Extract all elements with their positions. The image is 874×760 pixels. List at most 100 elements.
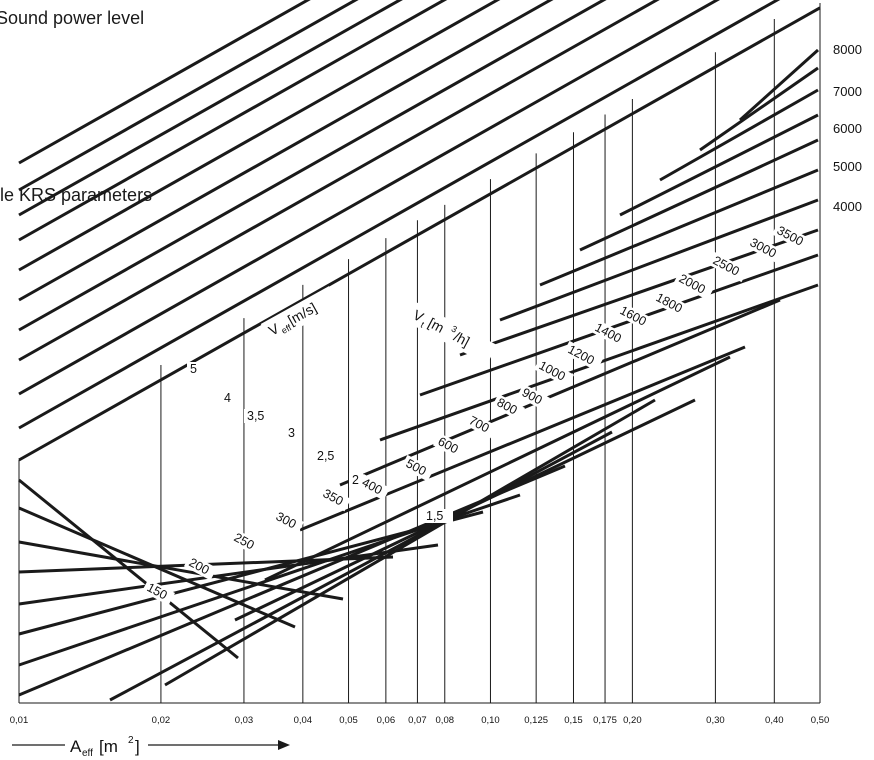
veff-label-bg-1-5 — [423, 509, 453, 523]
right-scale-label-4000: 4000 — [833, 199, 862, 214]
vt-line-11 — [234, 398, 696, 622]
veff-label-3-5: 3,5 — [247, 409, 264, 423]
vt-label-bg-800 — [491, 393, 526, 421]
veff-line-11 — [18, 0, 311, 165]
vt-title-exp: 3 — [450, 324, 459, 335]
veff-line-3 — [18, 0, 721, 396]
x-axis-title-exp: 2 — [128, 735, 134, 746]
vt-label-bg-1800 — [650, 288, 692, 320]
veff-label-bg-2-5 — [314, 449, 344, 463]
vt-label-1200: 1200 — [566, 342, 597, 367]
x-tick-label-0-30: 0,30 — [706, 715, 725, 726]
x-tick-label-0-04: 0,04 — [294, 715, 313, 726]
veff-line-5 — [18, 0, 607, 332]
veff-label-bg-3 — [285, 426, 299, 440]
vt-title-bg — [405, 301, 498, 365]
veff-line-1 — [18, 6, 821, 462]
vt-title-close: /h] — [451, 328, 472, 349]
veff-label-2-5: 2,5 — [317, 449, 334, 463]
vt-line-21 — [619, 113, 819, 217]
vertical-grid-lines — [18, 3, 821, 704]
vt-line-24 — [738, 48, 820, 122]
vt-family-title: Vt [m 3/h] — [405, 301, 498, 365]
right-scale-label-5000: 5000 — [833, 159, 862, 174]
right-scale-label-6000: 6000 — [833, 121, 862, 136]
vt-line-12 — [264, 355, 731, 582]
x-axis-title-sub: eff — [82, 748, 93, 759]
x-tick-label-0-20: 0,20 — [623, 715, 642, 726]
veff-line-4 — [18, 0, 660, 362]
x-tick-label-0-03: 0,03 — [235, 715, 254, 726]
right-scale-label-8000: 8000 — [833, 42, 862, 57]
veff-line-2 — [18, 0, 781, 430]
vt-label-bg-200 — [183, 553, 218, 581]
vt-line-18 — [499, 198, 819, 322]
vt-line-10 — [164, 398, 656, 687]
x-tick-label-0-40: 0,40 — [765, 715, 784, 726]
chart-subtitle: ille KRS parameters — [0, 185, 153, 205]
vt-label-bg-300 — [270, 507, 305, 535]
vt-label-2000: 2000 — [677, 271, 708, 296]
vt-label-bg-2500 — [707, 251, 749, 283]
vt-line-23 — [699, 66, 819, 152]
vt-label-bg-1600 — [614, 301, 656, 333]
x-tick-label-0-50: 0,50 — [811, 715, 830, 726]
x-tick-label-0-15: 0,15 — [564, 715, 583, 726]
veff-label-5: 5 — [190, 362, 197, 376]
x-axis-title: A eff [m 2 ] — [12, 735, 290, 759]
x-tick-label-0-125: 0,125 — [524, 715, 548, 726]
veff-line-9 — [18, 0, 403, 217]
vt-label-bg-2000 — [673, 269, 715, 301]
x-axis-title-unit: [m — [99, 737, 118, 756]
vt-label-bg-3000 — [744, 233, 786, 265]
vt-line-20 — [579, 138, 819, 252]
veff-title-bg — [260, 286, 340, 344]
x-tick-label-0-02: 0,02 — [152, 715, 171, 726]
vt-label-bg-1200 — [562, 340, 604, 372]
vt-label-bg-700 — [463, 411, 498, 439]
vt-line-14 — [339, 298, 781, 487]
vt-label-bg-1000 — [533, 356, 575, 388]
veff-line-7 — [18, 0, 501, 272]
vt-title-unit: [m — [426, 315, 447, 336]
x-axis-title-main: A — [70, 737, 82, 756]
vt-line-22 — [659, 88, 819, 182]
x-tick-label-0-175: 0,175 — [593, 715, 617, 726]
veff-line-group — [18, 0, 821, 462]
x-tick-label-0-10: 0,10 — [481, 715, 500, 726]
veff-line-6 — [18, 0, 554, 302]
x-tick-label-0-08: 0,08 — [436, 715, 455, 726]
vt-label-bg-600 — [432, 432, 467, 460]
vt-label-bg-900 — [516, 383, 551, 411]
veff-label-bg-5 — [187, 362, 201, 376]
vt-label-bg-250 — [228, 528, 263, 556]
vt-label-bg-350 — [317, 484, 352, 512]
veff-label-1-5: 1,5 — [426, 509, 443, 523]
vt-line-13 — [299, 345, 746, 532]
vt-label-bg-500 — [400, 454, 435, 482]
x-tick-label-0-07: 0,07 — [408, 715, 427, 726]
veff-label-bg-4 — [221, 391, 235, 405]
vt-line-16 — [419, 253, 819, 397]
vt-line-19 — [539, 168, 819, 287]
vt-line-3 — [18, 540, 344, 601]
vt-label-bg-150 — [141, 578, 176, 606]
x-tick-label-0-06: 0,06 — [377, 715, 396, 726]
veff-line-10 — [18, 0, 359, 192]
veff-label-4: 4 — [224, 391, 231, 405]
vt-label-bg-400 — [356, 473, 391, 501]
veff-label-bg-3-5 — [244, 409, 274, 423]
x-tick-label-0-05: 0,05 — [339, 715, 358, 726]
chart-title: Sound power level — [0, 8, 145, 28]
right-scale-label-7000: 7000 — [833, 84, 862, 99]
veff-line-8 — [18, 0, 448, 242]
axis-arrow-head — [278, 740, 290, 750]
veff-label-2: 2 — [352, 473, 359, 487]
vt-line-9 — [109, 430, 613, 702]
veff-label-3: 3 — [288, 426, 295, 440]
vt-label-bg-1400 — [589, 318, 631, 350]
x-tick-label-0-01: 0,01 — [10, 715, 29, 726]
x-axis-title-close: ] — [135, 737, 140, 756]
